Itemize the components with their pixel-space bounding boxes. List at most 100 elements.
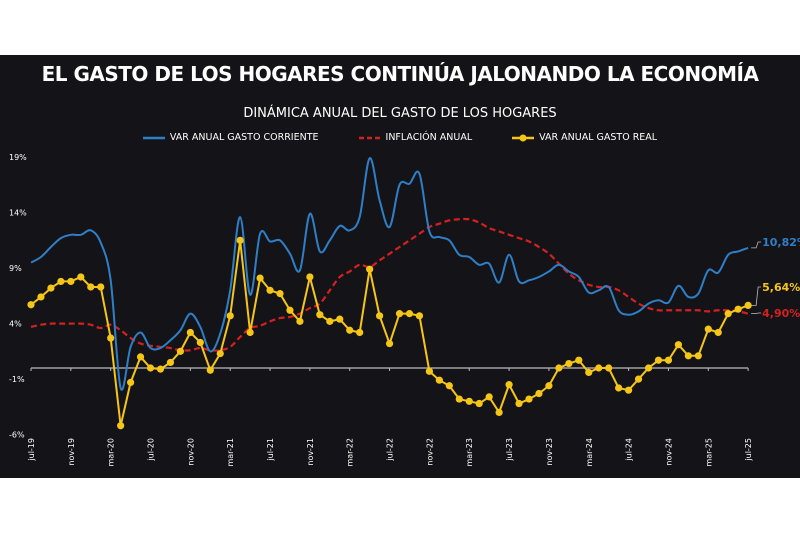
data-point-gasto-real (595, 364, 603, 372)
data-point-gasto-real (37, 293, 45, 301)
end-value-label: 5,64% (762, 281, 800, 294)
data-point-gasto-real (77, 273, 85, 281)
legend-item-gasto-real: VAR ANUAL GASTO REAL (512, 132, 657, 143)
x-tick-label: mar-25 (704, 438, 713, 467)
data-point-gasto-real (664, 356, 673, 364)
x-tick-label: nov-20 (186, 438, 195, 466)
data-point-gasto-real (405, 310, 414, 318)
data-point-gasto-real (27, 301, 35, 309)
y-tick-label: -1% (9, 375, 25, 384)
data-point-gasto-real (146, 364, 155, 372)
legend-swatch-marker (512, 134, 535, 141)
legend: VAR ANUAL GASTO CORRIENTE INFLACIÓN ANUA… (0, 132, 800, 143)
data-point-gasto-real (385, 339, 394, 348)
legend-item-gasto-corriente: VAR ANUAL GASTO CORRIENTE (142, 132, 319, 143)
x-tick-label: jul-20 (147, 438, 156, 462)
data-point-gasto-real (415, 312, 424, 320)
data-point-gasto-real (465, 397, 473, 405)
data-point-gasto-real (565, 359, 573, 368)
y-tick-label: 9% (9, 264, 22, 273)
x-tick-label: nov-24 (664, 438, 673, 466)
data-point-gasto-real (366, 265, 374, 273)
chart-title: EL GASTO DE LOS HOGARES CONTINÚA JALONAN… (41, 62, 759, 86)
data-point-gasto-real (336, 315, 344, 323)
y-tick-label: 14% (9, 209, 27, 218)
data-point-gasto-real (196, 338, 204, 347)
data-point-gasto-real (136, 353, 145, 361)
data-point-gasto-real (495, 408, 503, 416)
data-point-gasto-real (634, 375, 643, 383)
data-point-gasto-real (714, 328, 722, 337)
data-point-gasto-real (236, 236, 244, 244)
legend-label: VAR ANUAL GASTO CORRIENTE (169, 132, 319, 143)
end-label-leader (751, 286, 762, 306)
x-tick-label: jul-19 (27, 438, 36, 462)
data-point-gasto-real (545, 382, 553, 390)
data-point-gasto-real (246, 328, 254, 337)
data-point-gasto-real (615, 384, 623, 392)
data-point-gasto-real (644, 364, 653, 372)
data-point-gasto-real (276, 290, 284, 298)
data-point-gasto-real (555, 364, 563, 372)
x-tick-label: nov-21 (306, 438, 315, 466)
data-point-gasto-real (734, 305, 742, 313)
data-point-gasto-real (256, 274, 264, 282)
x-tick-label: mar-24 (585, 438, 594, 467)
data-point-gasto-real (684, 352, 692, 360)
data-point-gasto-real (67, 277, 75, 286)
end-label-leader (751, 312, 762, 315)
data-point-gasto-real (127, 378, 135, 387)
data-point-gasto-real (505, 381, 513, 389)
legend-swatch-solid (142, 136, 165, 139)
data-point-gasto-real (654, 356, 663, 364)
series-line-inflacion (30, 217, 749, 352)
x-tick-label: mar-22 (346, 438, 355, 467)
data-point-gasto-real (585, 368, 593, 377)
data-point-gasto-real (306, 273, 314, 281)
y-tick-label: 19% (9, 153, 27, 162)
x-tick-label: jul-24 (625, 438, 634, 462)
data-point-gasto-real (107, 334, 115, 342)
data-point-gasto-real (525, 395, 533, 403)
data-point-gasto-real (47, 284, 55, 292)
data-point-gasto-real (515, 399, 523, 408)
data-point-gasto-real (724, 310, 732, 318)
data-point-gasto-real (186, 328, 194, 337)
legend-label: INFLACIÓN ANUAL (385, 132, 473, 143)
x-tick-label: mar-20 (107, 438, 116, 467)
data-point-gasto-real (316, 311, 324, 319)
data-point-gasto-real (425, 367, 433, 375)
data-point-gasto-real (176, 347, 184, 355)
end-value-label: 10,82% (762, 236, 800, 249)
end-label-leader (751, 241, 762, 249)
data-point-gasto-real (395, 310, 404, 318)
x-tick-label: jul-21 (266, 438, 275, 462)
data-point-gasto-real (326, 317, 334, 325)
x-tick-label: nov-22 (425, 438, 434, 466)
data-point-gasto-real (435, 376, 443, 384)
data-point-gasto-real (485, 393, 493, 401)
end-value-label: 4,90% (762, 307, 800, 320)
data-point-gasto-real (286, 306, 294, 314)
y-tick-label: -6% (9, 431, 25, 440)
legend-item-inflacion: INFLACIÓN ANUAL (358, 132, 473, 143)
data-point-gasto-real (605, 364, 613, 372)
data-point-gasto-real (97, 283, 105, 291)
data-point-gasto-real (625, 386, 633, 394)
y-tick-label: 4% (9, 320, 22, 329)
data-point-gasto-real (87, 283, 95, 291)
data-point-gasto-real (674, 341, 683, 349)
data-point-gasto-real (356, 328, 364, 337)
data-point-gasto-real (156, 365, 165, 373)
data-point-gasto-real (704, 325, 712, 333)
x-tick-label: mar-23 (465, 438, 474, 467)
data-point-gasto-real (744, 301, 752, 309)
data-point-gasto-real (475, 399, 483, 408)
data-point-gasto-real (455, 395, 463, 403)
data-point-gasto-real (226, 312, 234, 320)
data-point-gasto-real (266, 286, 274, 294)
data-point-gasto-real (445, 382, 453, 390)
x-tick-label: nov-19 (67, 438, 76, 466)
data-point-gasto-real (376, 312, 384, 320)
